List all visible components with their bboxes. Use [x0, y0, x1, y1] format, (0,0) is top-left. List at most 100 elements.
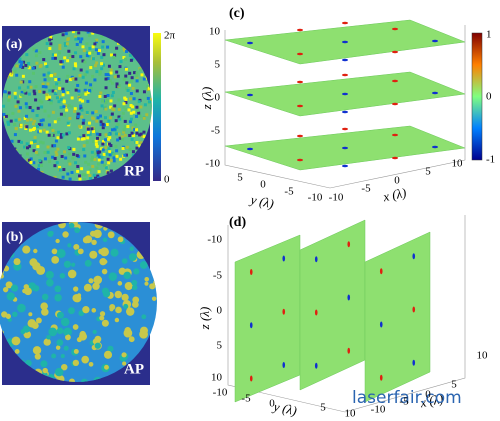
speckle: [93, 152, 97, 156]
speckle: [123, 153, 127, 157]
speckle: [56, 311, 64, 319]
speckle: [11, 336, 21, 346]
speckle: [74, 37, 78, 41]
speckle: [128, 148, 132, 152]
speckle: [94, 142, 98, 146]
speckle: [60, 354, 65, 359]
speckle: [108, 142, 112, 146]
spot: [412, 306, 416, 313]
speckle: [58, 168, 62, 172]
speckle: [144, 76, 148, 80]
speckle: [67, 123, 71, 127]
speckle: [48, 160, 52, 164]
speckle: [61, 87, 65, 91]
speckle: [54, 139, 58, 143]
axis-label: z (λ): [197, 307, 212, 331]
speckle: [43, 338, 51, 346]
speckle: [45, 130, 49, 134]
speckle: [57, 80, 61, 84]
speckle: [101, 142, 105, 146]
speckle: [96, 174, 100, 178]
speckle: [43, 78, 47, 82]
speckle: [58, 222, 66, 229]
speckle: [91, 239, 97, 246]
speckle: [107, 161, 111, 165]
speckle: [96, 51, 100, 55]
speckle: [103, 350, 113, 359]
speckle: [14, 127, 18, 131]
speckle: [48, 95, 52, 99]
speckle: [130, 137, 134, 141]
speckle: [25, 114, 29, 118]
speckle: [17, 109, 21, 113]
speckle: [41, 141, 45, 145]
speckle: [131, 86, 135, 90]
watermark: laserfair.com: [352, 388, 462, 408]
speckle: [19, 65, 23, 69]
speckle: [85, 70, 89, 74]
speckle: [95, 61, 99, 65]
speckle: [132, 110, 136, 114]
speckle: [96, 153, 100, 157]
speckle: [59, 112, 63, 116]
speckle: [63, 56, 67, 60]
speckle: [88, 361, 94, 367]
speckle: [23, 89, 27, 93]
speckle: [64, 156, 68, 160]
speckle: [109, 116, 113, 120]
speckle: [127, 108, 131, 112]
speckle: [47, 133, 51, 137]
speckle: [100, 147, 104, 151]
spot: [282, 361, 286, 368]
speckle: [111, 107, 115, 111]
speckle: [79, 55, 83, 59]
speckle: [129, 58, 133, 62]
speckle: [74, 227, 81, 234]
speckle: [124, 57, 128, 61]
spot: [347, 294, 351, 301]
speckle: [104, 107, 108, 111]
speckle: [59, 135, 63, 139]
speckle: [21, 94, 25, 98]
speckle: [98, 114, 102, 118]
speckle: [43, 109, 47, 113]
spot: [432, 145, 438, 149]
spot: [342, 110, 348, 114]
speckle: [103, 94, 107, 98]
speckle: [118, 65, 122, 69]
speckle: [4, 114, 8, 118]
speckle: [66, 121, 70, 125]
speckle: [82, 49, 86, 53]
speckle: [73, 62, 77, 66]
speckle: [27, 92, 31, 96]
speckle: [71, 31, 75, 34]
spot: [282, 255, 286, 262]
tick-label: -5: [399, 396, 409, 408]
speckle: [92, 140, 96, 144]
speckle: [129, 79, 133, 83]
speckle: [89, 66, 93, 70]
speckle: [18, 60, 22, 64]
speckle: [107, 345, 114, 352]
speckle: [75, 154, 79, 158]
axis-label: x (λ): [381, 185, 408, 205]
speckle: [41, 82, 45, 86]
speckle: [49, 99, 53, 103]
speckle: [64, 43, 68, 47]
tick-label: -5: [284, 186, 294, 198]
speckle: [22, 288, 27, 294]
tick-label: 5: [217, 340, 223, 352]
speckle: [153, 370, 157, 378]
speckle: [100, 104, 104, 108]
speckle: [51, 128, 55, 132]
speckle: [27, 319, 36, 328]
spot: [249, 269, 253, 276]
speckle: [85, 54, 89, 58]
speckle: [41, 293, 49, 301]
speckle: [29, 85, 33, 89]
speckle: [36, 152, 40, 156]
spot: [342, 40, 348, 44]
speckle: [33, 139, 37, 143]
speckle: [40, 123, 44, 127]
speckle: [63, 345, 69, 351]
